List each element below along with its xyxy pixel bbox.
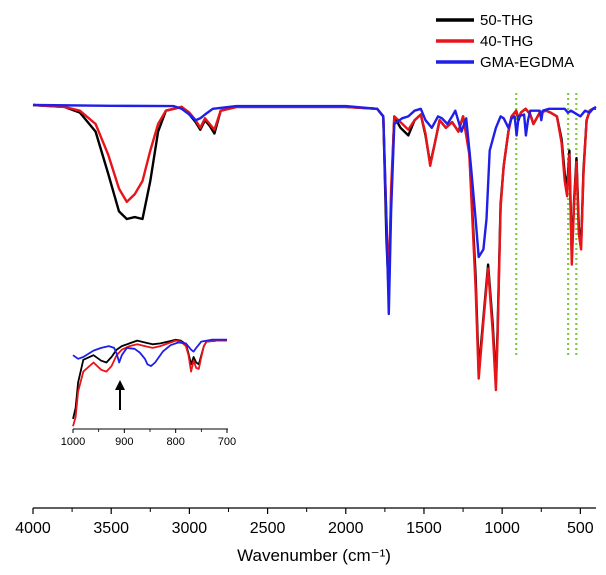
- legend: 50-THG 40-THG GMA-EGDMA: [436, 12, 574, 71]
- inset-series-line-50-thg: [72, 338, 227, 420]
- x-tick-label-3500: 3500: [93, 520, 129, 537]
- legend-label-1: 40-THG: [480, 33, 533, 50]
- inset-x-tick-label-800: 800: [166, 436, 184, 448]
- inset-x-axis-tick-labels: 1000 900 800 700: [61, 436, 236, 448]
- x-tick-label-1500: 1500: [406, 520, 442, 537]
- series-line-40-thg: [32, 103, 596, 392]
- inset-x-tick-label-1000: 1000: [61, 436, 85, 448]
- x-axis-title: Wavenumber (cm⁻¹): [237, 546, 391, 565]
- x-tick-label-4000: 4000: [15, 520, 51, 537]
- inset-x-tick-label-700: 700: [218, 436, 236, 448]
- reference-lines: [515, 93, 578, 355]
- x-axis-tick-labels: 4000 3500 3000 2500 2000 1500 1000 500: [15, 520, 594, 537]
- series-line-gma-egdma: [32, 103, 597, 316]
- inset-series-line-gma-egdma: [72, 338, 227, 367]
- x-tick-label-2500: 2500: [250, 520, 286, 537]
- x-tick-label-2000: 2000: [328, 520, 364, 537]
- x-tick-label-1000: 1000: [484, 520, 520, 537]
- series-layer: [32, 103, 597, 392]
- legend-label-0: 50-THG: [480, 12, 533, 29]
- x-tick-label-500: 500: [567, 520, 594, 537]
- inset-x-axis-ticks: [72, 429, 228, 433]
- arrow-head: [115, 380, 125, 390]
- inset-chart: 1000 900 800 700: [61, 338, 236, 448]
- inset-series-layer: [72, 338, 227, 427]
- series-line-50-thg: [32, 103, 596, 384]
- inset-arrow: [115, 380, 125, 410]
- x-axis-ticks: [32, 508, 581, 514]
- inset-series-line-40-thg: [72, 339, 227, 427]
- inset-x-tick-label-900: 900: [115, 436, 133, 448]
- x-tick-label-3000: 3000: [172, 520, 208, 537]
- legend-label-2: GMA-EGDMA: [480, 54, 574, 71]
